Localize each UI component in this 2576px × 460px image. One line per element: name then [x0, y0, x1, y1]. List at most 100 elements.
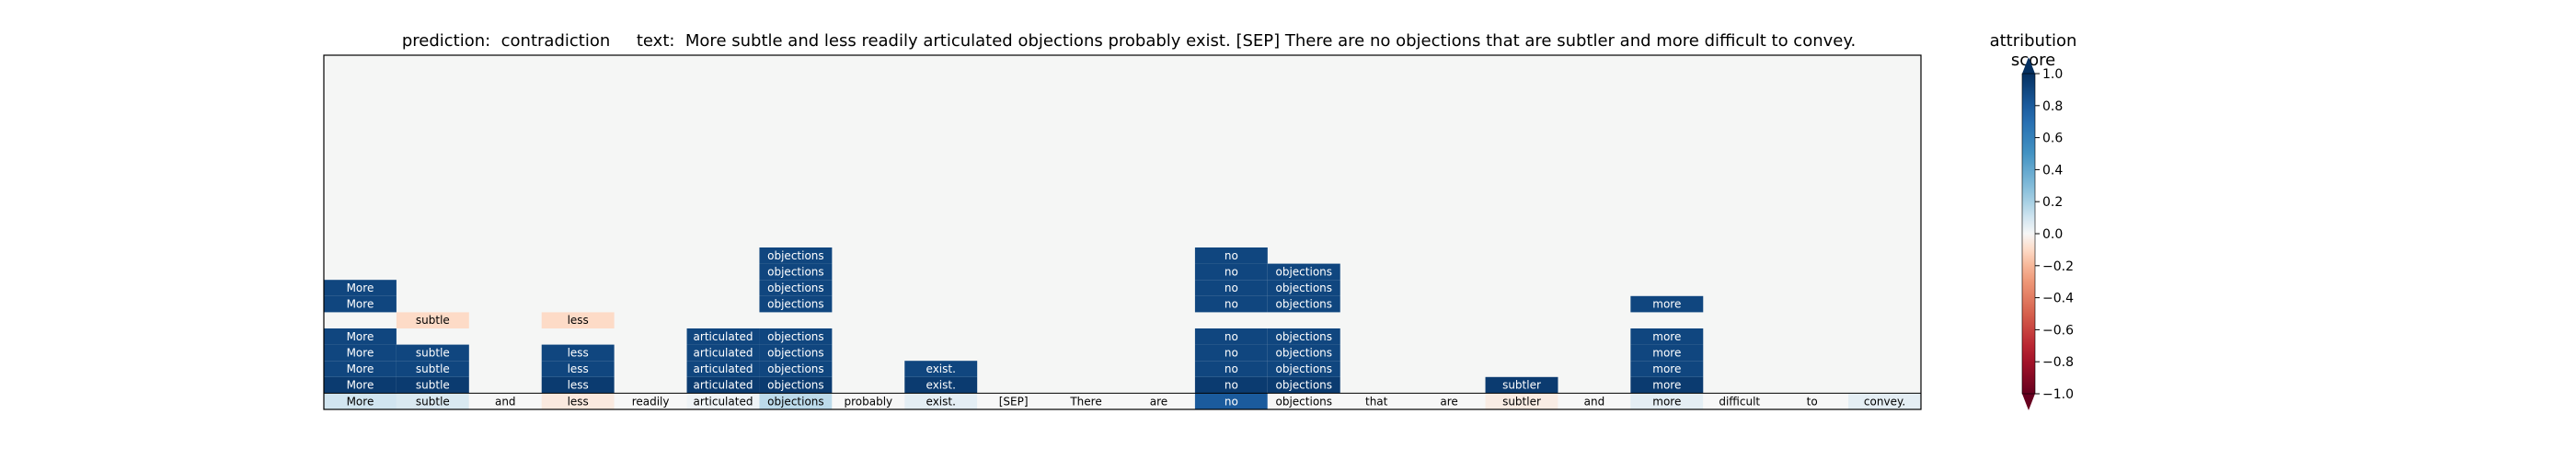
cell-label: no [1225, 282, 1238, 294]
cell-label: subtle [416, 314, 450, 327]
heatmap-cell [904, 376, 978, 394]
heatmap-cell [541, 312, 615, 328]
token-cell [977, 393, 1051, 409]
heatmap-cell [1267, 361, 1340, 377]
cell-label: articulated [694, 379, 753, 392]
token-label: subtler [1502, 396, 1541, 408]
heatmap-cell [759, 263, 833, 281]
heatmap-cell [686, 376, 760, 394]
colorbar-tick-label: 0.0 [2042, 227, 2063, 242]
token-cell [1340, 393, 1413, 409]
heatmap-cell [904, 361, 978, 377]
cell-label: More [347, 379, 374, 392]
colorbar [2022, 74, 2035, 394]
colorbar-tick-label: −0.6 [2042, 323, 2074, 338]
cell-label: less [568, 379, 589, 392]
token-label: objections [767, 396, 824, 408]
heatmap-cell [1267, 344, 1340, 362]
cell-label: objections [1276, 362, 1333, 375]
cell-label: subtle [416, 346, 450, 359]
token-cell [1630, 393, 1704, 409]
cell-label: subtler [1502, 379, 1541, 392]
heatmap-cell [1194, 344, 1268, 362]
cell-label: More [347, 298, 374, 311]
heatmap-cell [1194, 361, 1268, 377]
heatmap-cell [541, 344, 615, 362]
heatmap-cell [396, 344, 469, 362]
colorbar-tick-label: −0.4 [2042, 292, 2074, 306]
heatmap-cell [686, 328, 760, 345]
token-label: less [568, 396, 589, 408]
token-label: articulated [694, 396, 753, 408]
cell-label: exist. [926, 362, 956, 375]
token-label: objections [1276, 396, 1333, 408]
cell-label: objections [767, 330, 824, 343]
token-cell [1848, 393, 1921, 409]
colorbar-max-arrow [2022, 57, 2035, 74]
cell-label: no [1225, 330, 1238, 343]
heatmap-cell [759, 328, 833, 345]
token-label: that [1365, 396, 1388, 408]
colorbar-min-arrow [2022, 394, 2035, 410]
chart-title: prediction: contradiction text: More sub… [401, 31, 1857, 51]
heatmap-cell [686, 344, 760, 362]
cell-label: no [1225, 265, 1238, 278]
token-label: More [347, 396, 374, 408]
cell-label: less [568, 346, 589, 359]
token-cell [541, 393, 615, 409]
heatmap-cell [1485, 376, 1558, 394]
heatmap-cell [1194, 280, 1268, 296]
colorbar-tick-label: 1.0 [2042, 67, 2063, 82]
heatmap-cell [1630, 344, 1704, 362]
cell-label: More [347, 282, 374, 294]
token-label: difficult [1719, 396, 1760, 408]
cell-label: no [1225, 379, 1238, 392]
colorbar-tick-label: 0.6 [2042, 132, 2063, 146]
heatmap-cell [759, 361, 833, 377]
cell-label: objections [1276, 379, 1333, 392]
heatmap-cell [1630, 328, 1704, 345]
token-cell [832, 393, 905, 409]
heatmap-cell [1630, 361, 1704, 377]
cell-label: more [1652, 346, 1681, 359]
token-cell [904, 393, 978, 409]
token-cell [1703, 393, 1777, 409]
heatmap-cell [396, 376, 469, 394]
cell-label: no [1225, 298, 1238, 311]
cell-label: objections [1276, 282, 1333, 294]
cell-label: objections [767, 282, 824, 294]
heatmap-cell [324, 328, 397, 345]
cell-label: less [568, 314, 589, 327]
colorbar-tick-label: 0.4 [2042, 163, 2063, 178]
token-label: and [1584, 396, 1605, 408]
cell-label: objections [767, 298, 824, 311]
heatmap-cell [686, 361, 760, 377]
token-label: subtle [416, 396, 450, 408]
cell-label: objections [767, 379, 824, 392]
heatmap-cell [1630, 376, 1704, 394]
colorbar-tick-label: −1.0 [2042, 387, 2074, 402]
token-label: convey. [1864, 396, 1905, 408]
cell-label: more [1652, 298, 1681, 311]
token-cell [1122, 393, 1195, 409]
token-cell [614, 393, 687, 409]
token-cell [468, 393, 542, 409]
token-label: There [1069, 396, 1101, 408]
heatmap-cell [759, 344, 833, 362]
cell-label: no [1225, 249, 1238, 262]
token-label: no [1225, 396, 1238, 408]
token-cell [1558, 393, 1631, 409]
token-label: probably [844, 396, 892, 408]
cell-label: more [1652, 379, 1681, 392]
cell-label: objections [767, 249, 824, 262]
heatmap-cell [759, 280, 833, 296]
heatmap-cell [541, 376, 615, 394]
heatmap-cell [324, 361, 397, 377]
heatmap-cell [1267, 280, 1340, 296]
heatmap-cell [541, 361, 615, 377]
token-cell [1194, 393, 1268, 409]
heatmap-cell [1194, 376, 1268, 394]
colorbar-tick-label: 0.8 [2042, 99, 2063, 114]
plot-frame [323, 54, 1922, 410]
